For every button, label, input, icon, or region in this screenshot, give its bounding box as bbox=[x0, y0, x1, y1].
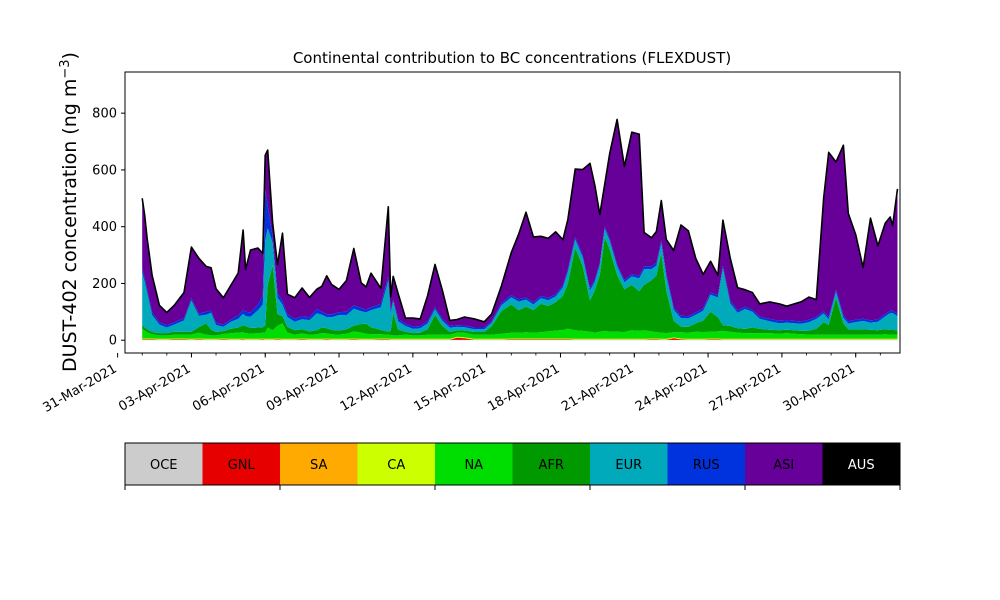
colorbar-swatch-ca bbox=[357, 443, 436, 485]
y-tick-label: 400 bbox=[92, 220, 117, 235]
stacked-areas bbox=[142, 119, 898, 341]
colorbar-swatch-afr bbox=[512, 443, 591, 485]
colorbar-label: AFR bbox=[539, 458, 564, 473]
y-tick-label: 800 bbox=[92, 107, 117, 122]
area-series-eur bbox=[142, 228, 898, 334]
area-series-sa bbox=[142, 337, 898, 340]
x-axis: 31-Mar-202103-Apr-202106-Apr-202109-Apr-… bbox=[40, 353, 881, 416]
colorbar-label: ASI bbox=[773, 458, 794, 473]
colorbar-label: RUS bbox=[693, 458, 720, 473]
colorbar-label: AUS bbox=[848, 458, 875, 473]
colorbar-swatch-asi bbox=[745, 443, 823, 485]
x-tick-label: 09-Apr-2021 bbox=[264, 361, 341, 414]
colorbar-swatch-sa bbox=[280, 443, 358, 485]
colorbar-swatch-na bbox=[435, 443, 513, 485]
x-tick-label: 03-Apr-2021 bbox=[116, 361, 193, 414]
colorbar-label: GNL bbox=[228, 458, 256, 473]
colorbar-label: OCE bbox=[150, 458, 178, 473]
y-tick-label: 600 bbox=[92, 163, 117, 178]
area-series-ca bbox=[142, 336, 898, 340]
colorbar-label: SA bbox=[310, 458, 327, 473]
area-series-asi bbox=[142, 119, 898, 328]
x-tick-label: 15-Apr-2021 bbox=[412, 361, 489, 414]
area-series-rus bbox=[142, 189, 898, 330]
colorbar-swatch-gnl bbox=[202, 443, 281, 485]
x-tick-label: 06-Apr-2021 bbox=[190, 361, 267, 414]
colorbar-frame bbox=[124, 442, 901, 486]
colorbar-swatch-aus bbox=[822, 443, 901, 485]
y-axis-label: DUST-402 concentration (ng m−3) bbox=[58, 52, 81, 372]
x-tick-label: 27-Apr-2021 bbox=[707, 361, 784, 414]
area-series-na bbox=[142, 323, 898, 339]
x-tick-label: 21-Apr-2021 bbox=[559, 361, 636, 414]
chart-title: Continental contribution to BC concentra… bbox=[293, 49, 731, 67]
colorbar-label: NA bbox=[464, 458, 483, 473]
colorbar-swatch-oce bbox=[125, 443, 203, 485]
x-tick-label: 30-Apr-2021 bbox=[781, 361, 858, 414]
area-series-gnl bbox=[142, 337, 898, 340]
y-tick-label: 0 bbox=[109, 334, 117, 349]
colorbar-label: EUR bbox=[615, 458, 642, 473]
y-tick-label: 200 bbox=[92, 277, 117, 292]
x-tick-label: 12-Apr-2021 bbox=[338, 361, 415, 414]
plot-frame bbox=[124, 71, 901, 354]
area-series-afr bbox=[142, 237, 898, 336]
x-tick-label: 24-Apr-2021 bbox=[633, 361, 710, 414]
region-colorbar: OCE GNL SA CA NA AFR EUR RUS ASI AUS bbox=[124, 442, 901, 490]
colorbar-label: CA bbox=[387, 458, 405, 473]
colorbar-swatch-rus bbox=[667, 443, 746, 485]
y-axis: 0 200 400 600 800 bbox=[92, 107, 125, 349]
colorbar-swatch-eur bbox=[590, 443, 668, 485]
total-concentration-line bbox=[141, 118, 899, 323]
x-tick-label: 18-Apr-2021 bbox=[485, 361, 562, 414]
